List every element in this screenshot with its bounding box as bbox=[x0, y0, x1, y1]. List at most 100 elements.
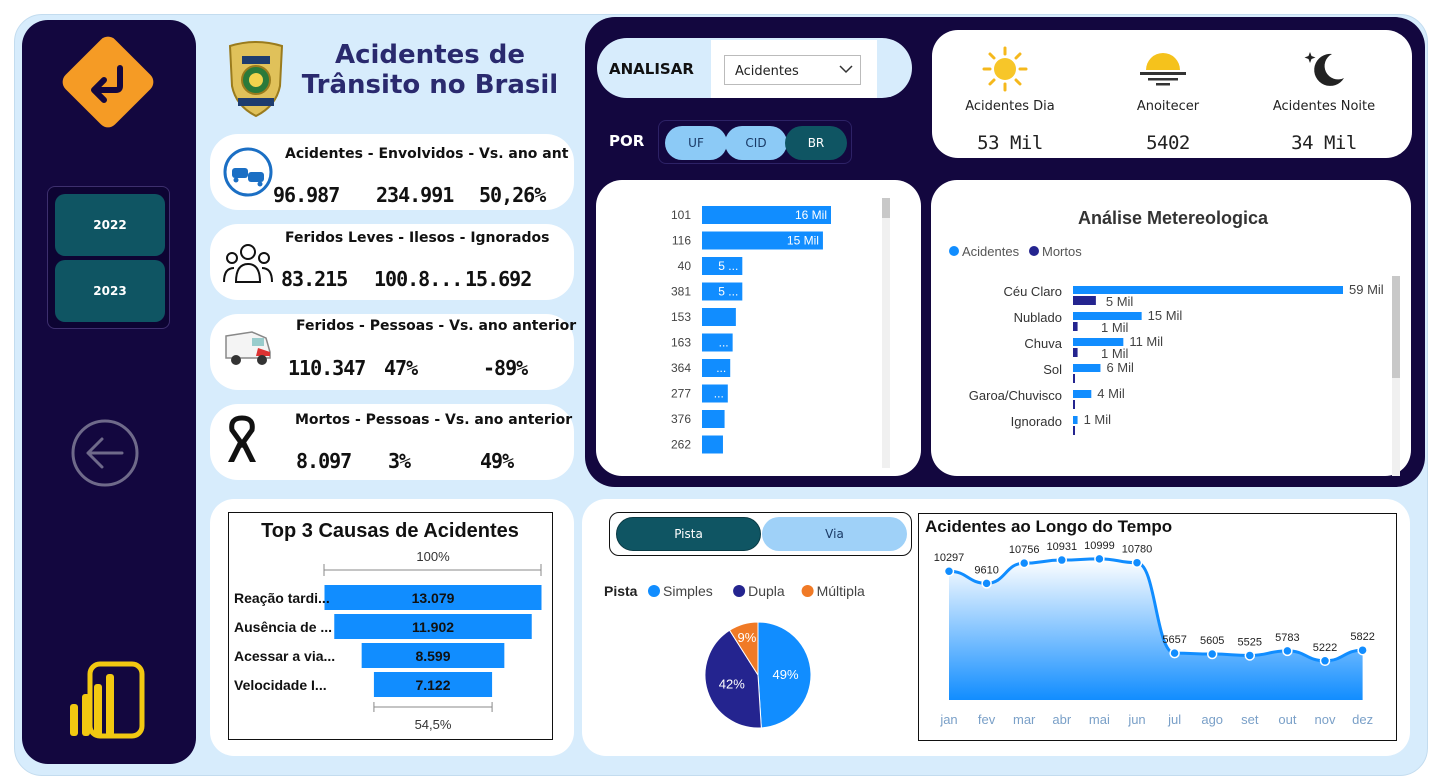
br-bar bbox=[702, 282, 743, 301]
kpi-value: 83.215 bbox=[281, 267, 348, 291]
meteo-acidentes-bar bbox=[1073, 416, 1078, 424]
causes-title: Top 3 Causas de Acidentes bbox=[261, 520, 519, 542]
meteo-acidentes-label: 59 Mil bbox=[1349, 282, 1384, 297]
br-category-label: 163 bbox=[671, 336, 691, 350]
br-bar-label: 5 ... bbox=[718, 285, 738, 299]
causes-label: Acessar a via... bbox=[234, 648, 335, 664]
meteo-acidentes-bar bbox=[1073, 312, 1142, 320]
x-tick-label: set bbox=[1241, 712, 1259, 727]
causes-value: 7.122 bbox=[415, 677, 450, 693]
br-bar-label: ... bbox=[719, 336, 729, 350]
meteo-mortos-label: 1 Mil bbox=[1101, 346, 1129, 361]
pista-button[interactable]: Pista bbox=[616, 517, 761, 551]
pie-slice-label: 42% bbox=[719, 677, 745, 692]
data-label: 5222 bbox=[1313, 642, 1337, 654]
causes-bar bbox=[361, 643, 505, 668]
sidebar bbox=[22, 20, 196, 764]
meteo-acidentes-label: 15 Mil bbox=[1148, 308, 1183, 323]
time-area-chart: Acidentes ao Longo do Tempo 10297 jan 9610 f… bbox=[925, 517, 1375, 727]
meteo-chart-card bbox=[931, 180, 1411, 476]
meteo-acidentes-bar bbox=[1073, 390, 1092, 398]
data-label: 9610 bbox=[974, 564, 998, 576]
legend-label: Simples bbox=[663, 583, 713, 599]
kpi-card-mortos bbox=[210, 404, 574, 480]
por-cid-button[interactable]: CID bbox=[725, 126, 787, 160]
por-selector bbox=[658, 120, 852, 164]
data-label: 5783 bbox=[1275, 632, 1299, 644]
kpi-header: Acidentes - Envolvidos - Vs. ano ant bbox=[285, 146, 569, 162]
weather-value: 53 Mil bbox=[977, 132, 1043, 154]
data-point bbox=[1169, 647, 1180, 659]
x-tick-label: mar bbox=[1013, 712, 1036, 727]
data-point bbox=[1357, 644, 1368, 656]
meteo-acidentes-label: 1 Mil bbox=[1084, 412, 1112, 427]
data-label: 5605 bbox=[1200, 635, 1224, 647]
x-tick-label: ago bbox=[1201, 712, 1223, 727]
br-bar-label: 5 ... bbox=[718, 259, 738, 273]
meteo-mortos-bar bbox=[1073, 374, 1075, 383]
br-bar bbox=[702, 333, 733, 352]
br-chart-card bbox=[596, 180, 921, 476]
via-button[interactable]: Via bbox=[762, 517, 907, 551]
analisar-dropdown[interactable]: Acidentes bbox=[724, 55, 861, 85]
meteo-mortos-bar bbox=[1073, 400, 1075, 409]
br-category-label: 116 bbox=[672, 234, 691, 248]
causes-label: Reação tardi... bbox=[234, 590, 330, 606]
br-category-label: 381 bbox=[671, 285, 691, 299]
kpi-header: Feridos - Pessoas - Vs. ano anterior bbox=[296, 318, 577, 334]
pie-slice bbox=[757, 621, 812, 729]
br-bar bbox=[702, 435, 723, 454]
data-label: 5525 bbox=[1238, 636, 1262, 648]
data-point bbox=[1018, 557, 1030, 569]
x-tick-label: nov bbox=[1315, 712, 1336, 727]
legend-marker bbox=[733, 585, 746, 597]
meteo-mortos-bar bbox=[1073, 296, 1096, 305]
sunset-icon bbox=[1140, 53, 1186, 86]
weather-value: 5402 bbox=[1146, 132, 1190, 154]
por-br-button[interactable]: BR bbox=[785, 126, 847, 160]
return-arrow-icon bbox=[91, 65, 123, 103]
br-category-label: 262 bbox=[671, 438, 691, 452]
kpi-value: 110.347 bbox=[288, 356, 366, 380]
weather-label: Acidentes Dia bbox=[965, 99, 1055, 114]
sun-icon bbox=[982, 46, 1028, 92]
causes-top-bracket bbox=[323, 564, 542, 576]
meteo-category-label: Ignorado bbox=[1011, 414, 1062, 429]
legend-marker bbox=[648, 585, 660, 597]
scrollbar-thumb bbox=[1392, 276, 1400, 378]
meteo-mortos-label: 5 Mil bbox=[1106, 294, 1134, 309]
power-bi-logo-icon[interactable] bbox=[66, 660, 148, 740]
causes-value: 8.599 bbox=[415, 648, 450, 664]
meteo-category-label: Garoa/Chuvisco bbox=[969, 388, 1062, 403]
data-label: 5822 bbox=[1350, 631, 1374, 643]
data-label: 10999 bbox=[1084, 540, 1115, 552]
br-category-label: 376 bbox=[671, 412, 691, 426]
meteo-category-label: Chuva bbox=[1024, 336, 1062, 351]
causes-value: 11.902 bbox=[412, 619, 454, 635]
chevron-down-icon[interactable] bbox=[839, 64, 853, 74]
pie-slice bbox=[704, 629, 762, 729]
meteo-acidentes-label: 11 Mil bbox=[1129, 334, 1163, 349]
kpi-value: 234.991 bbox=[376, 183, 454, 207]
mourning-ribbon-icon bbox=[228, 415, 256, 462]
people-group-icon bbox=[223, 244, 273, 283]
br-bar-chart: 101 16 Mil 116 15 Mil 40 5 ... 381 5 ... 153 163.… bbox=[671, 198, 890, 468]
por-uf-button[interactable]: UF bbox=[665, 126, 727, 160]
kpi-value: 100.8... bbox=[374, 267, 463, 291]
legend-label: Acidentes bbox=[962, 244, 1020, 259]
data-point bbox=[1131, 557, 1143, 568]
year-2022-button[interactable]: 2022 bbox=[55, 194, 165, 256]
data-label: 10931 bbox=[1047, 541, 1078, 553]
year-2023-button[interactable]: 2023 bbox=[55, 260, 165, 322]
causes-bottom-pct: 54,5% bbox=[415, 717, 452, 732]
legend-label: Mortos bbox=[1042, 244, 1082, 259]
meteo-mortos-bar bbox=[1073, 322, 1078, 331]
back-arrow-icon[interactable] bbox=[70, 418, 140, 488]
br-category-label: 277 bbox=[671, 387, 691, 401]
br-bar bbox=[702, 206, 831, 224]
kpi-value: 50,26% bbox=[479, 183, 546, 207]
br-bar bbox=[702, 410, 725, 428]
data-point bbox=[1206, 648, 1218, 660]
meteo-category-label: Nublado bbox=[1014, 310, 1062, 325]
x-tick-label: abr bbox=[1052, 712, 1071, 727]
